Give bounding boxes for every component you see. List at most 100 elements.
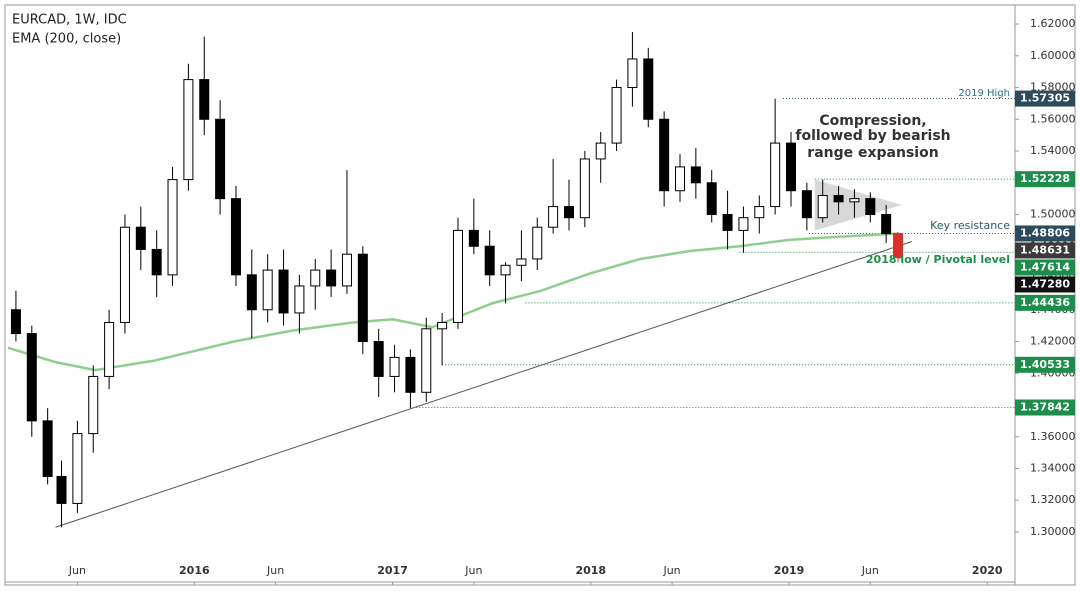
candle-body — [421, 328, 432, 393]
candle-body — [119, 226, 130, 323]
x-tick-label: 2018 — [575, 564, 606, 577]
candle-body — [722, 214, 733, 231]
candle-body — [849, 198, 860, 203]
candle-body — [893, 233, 904, 259]
y-tick-label: 1.54000 — [1030, 144, 1076, 157]
candle-body — [341, 253, 352, 287]
price-label-bg — [1015, 276, 1075, 293]
x-tick-label: Jun — [861, 564, 879, 577]
y-tick-label: 1.36000 — [1030, 430, 1076, 443]
candle-body — [627, 58, 638, 89]
candle-body — [310, 269, 321, 287]
candle-body — [881, 214, 892, 235]
candle-body — [246, 274, 257, 311]
price-label: 1.48806 — [1020, 226, 1070, 239]
y-tick-label: 1.32000 — [1030, 493, 1076, 506]
candle-body — [357, 253, 368, 343]
candle-body — [690, 166, 701, 184]
x-tick-label: 2017 — [377, 564, 408, 577]
candle-body — [468, 229, 479, 247]
candle-body — [72, 433, 83, 504]
annotation: followed by bearish — [795, 128, 950, 144]
price-label: 1.40533 — [1020, 358, 1070, 371]
y-tick-label: 1.34000 — [1030, 462, 1076, 475]
frame — [4, 4, 1076, 586]
price-label-bg — [1015, 259, 1075, 276]
chart-title: EURCAD, 1W, IDC — [12, 13, 127, 28]
candle-body — [294, 285, 305, 314]
candle-body — [738, 217, 749, 231]
candle-body — [801, 190, 812, 219]
candle-body — [215, 118, 226, 200]
annotation: Compression, — [819, 113, 926, 129]
candle-body — [579, 158, 590, 219]
candle-body — [770, 142, 781, 208]
candle-body — [405, 356, 416, 393]
candle-body — [104, 321, 115, 377]
candle-body — [183, 79, 194, 181]
candle-body — [833, 194, 844, 203]
price-label-bg — [1015, 356, 1075, 373]
price-label-bg — [1015, 399, 1075, 416]
candle-body — [865, 198, 876, 216]
candle-body — [373, 341, 384, 377]
candle-body — [42, 420, 53, 477]
candle-body — [484, 245, 495, 276]
x-tick-label: Jun — [266, 564, 284, 577]
candle-body — [611, 87, 622, 144]
price-label: 1.52228 — [1020, 172, 1070, 185]
y-tick-label: 1.42000 — [1030, 335, 1076, 348]
candle-body — [278, 269, 289, 314]
price-label-bg — [1015, 294, 1075, 311]
candle-body — [10, 309, 21, 335]
annotation: Key resistance — [930, 219, 1010, 232]
candle-body — [817, 194, 828, 219]
plot: 1.300001.320001.340001.360001.380001.400… — [7, 17, 1076, 585]
candle-body — [437, 321, 448, 330]
annotation: 2018 low / Pivotal level — [866, 253, 1010, 266]
y-tick-label: 1.60000 — [1030, 49, 1076, 62]
price-label-bg — [1015, 242, 1075, 259]
annotation: 2019 High — [958, 88, 1010, 99]
candle-body — [151, 248, 162, 276]
y-tick-label: 1.62000 — [1030, 17, 1076, 30]
candle-body — [199, 79, 210, 120]
x-tick-label: 2020 — [972, 564, 1003, 577]
x-tick-label: Jun — [464, 564, 482, 577]
candle-body — [452, 229, 463, 323]
y-tick-label: 1.56000 — [1030, 112, 1076, 125]
candle-body — [659, 118, 670, 192]
compression-triangle — [814, 179, 903, 231]
price-label: 1.47614 — [1020, 260, 1070, 273]
x-tick-label: 2019 — [774, 564, 805, 577]
candle-body — [643, 58, 654, 120]
candle-body — [786, 142, 797, 192]
x-tick-label: 2016 — [179, 564, 210, 577]
candle-body — [326, 269, 337, 287]
candle-body — [754, 206, 765, 219]
y-tick-label: 1.30000 — [1030, 525, 1076, 538]
price-label-bg — [1015, 171, 1075, 188]
price-label: 1.48631 — [1020, 243, 1070, 256]
candle-body — [26, 333, 37, 422]
y-tick-label: 1.50000 — [1030, 208, 1076, 221]
trendline — [55, 241, 913, 528]
candle-body — [706, 182, 717, 216]
candle-body — [56, 475, 67, 504]
price-label: 1.47280 — [1020, 277, 1070, 290]
candle-body — [674, 166, 685, 192]
candle-body — [516, 258, 527, 266]
y-tick-label: 1.58000 — [1030, 81, 1076, 94]
price-label: 1.37842 — [1020, 401, 1070, 414]
candle-body — [167, 179, 178, 276]
candle-body — [230, 198, 241, 276]
candle-body — [548, 206, 559, 228]
candle-body — [88, 375, 99, 435]
candle-body — [500, 264, 511, 276]
x-tick-label: Jun — [68, 564, 86, 577]
annotation: range expansion — [807, 145, 938, 161]
indicator-label: EMA (200, close) — [12, 32, 121, 47]
candle-body — [262, 269, 273, 311]
price-label-bg — [1015, 225, 1075, 242]
